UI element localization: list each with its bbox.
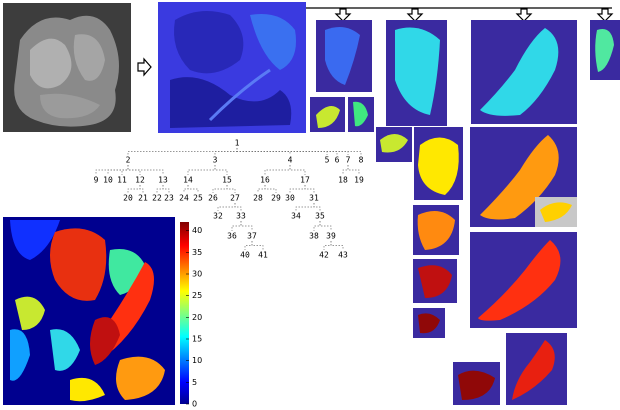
tree-edge xyxy=(215,148,237,155)
tree-edge xyxy=(215,165,227,175)
tree-edge xyxy=(163,185,169,193)
tree-edge xyxy=(314,221,320,231)
tree-edge xyxy=(258,185,265,193)
tree-edge xyxy=(128,165,163,175)
tree-edge xyxy=(331,241,343,250)
tree-node: 37 xyxy=(247,232,257,241)
tree-node: 21 xyxy=(138,194,148,203)
tree-edge xyxy=(128,185,140,193)
tree-node: 18 xyxy=(338,176,348,185)
tree-node: 35 xyxy=(315,212,325,221)
tree-edge xyxy=(188,185,198,193)
tree-edge xyxy=(324,241,331,250)
bracket xyxy=(306,8,612,21)
tree-node: 23 xyxy=(164,194,174,203)
arrow xyxy=(138,59,151,75)
tree-edge xyxy=(343,165,348,175)
tree-edge xyxy=(290,165,305,175)
tree-node: 8 xyxy=(359,156,364,165)
tree-node: 5 xyxy=(325,156,330,165)
colorbar-tick-label: 35 xyxy=(192,248,202,257)
tree-node: 40 xyxy=(240,251,250,260)
tree-node: 20 xyxy=(123,194,133,203)
tree-node: 42 xyxy=(319,251,329,260)
tree-edge xyxy=(245,241,252,250)
tree-edge xyxy=(108,165,128,175)
tree-edge xyxy=(237,148,361,155)
tree-edge xyxy=(188,165,215,175)
tree-node: 19 xyxy=(354,176,364,185)
tree-node: 2 xyxy=(126,156,131,165)
tree-edge xyxy=(213,185,227,193)
tree-edge xyxy=(157,185,163,193)
tree-node: 25 xyxy=(193,194,203,203)
tree-node: 15 xyxy=(222,176,232,185)
tree-node: 9 xyxy=(94,176,99,185)
tree-node: 10 xyxy=(103,176,113,185)
tree-edge xyxy=(235,203,241,211)
colorbar xyxy=(180,222,189,404)
colorbar-tick-label: 20 xyxy=(192,313,202,322)
tree-node: 36 xyxy=(227,232,237,241)
tree-edge xyxy=(184,185,188,193)
tree-node: 41 xyxy=(258,251,268,260)
tree-node: 32 xyxy=(213,212,223,221)
tree-node: 1 xyxy=(235,139,240,148)
tree-node: 3 xyxy=(213,156,218,165)
tree-node: 31 xyxy=(309,194,319,203)
tree-edge xyxy=(348,165,359,175)
tree-edge xyxy=(218,203,235,211)
tree-node: 33 xyxy=(236,212,246,221)
tree-edge xyxy=(140,185,143,193)
tree-node: 14 xyxy=(183,176,193,185)
tree-edge xyxy=(305,185,314,193)
tree-edge xyxy=(232,221,241,231)
tree-edge xyxy=(227,185,235,193)
colorbar-tick-label: 15 xyxy=(192,335,202,344)
colorbar-tick-label: 30 xyxy=(192,270,202,279)
tree-edge xyxy=(252,241,263,250)
input-render xyxy=(3,3,131,132)
tree-node: 26 xyxy=(208,194,218,203)
tree-node: 30 xyxy=(285,194,295,203)
tree-node: 12 xyxy=(135,176,145,185)
tree-node: 38 xyxy=(309,232,319,241)
tree-node: 6 xyxy=(335,156,340,165)
level-heatmap xyxy=(3,217,175,405)
tree-edge xyxy=(296,203,314,211)
colorbar-tick-label: 5 xyxy=(192,378,197,387)
tree-edge xyxy=(128,148,237,155)
tree-edge xyxy=(237,148,348,155)
tree-edge xyxy=(320,221,331,231)
tree-node: 24 xyxy=(179,194,189,203)
tree-edge xyxy=(290,185,305,193)
figure: 0510152025303540 12345678910111213141516… xyxy=(0,0,620,410)
colorbar-tick-label: 25 xyxy=(192,291,202,300)
tree-node: 43 xyxy=(338,251,348,260)
tree-node: 16 xyxy=(260,176,270,185)
segmentation-image xyxy=(158,2,306,133)
tree-node: 29 xyxy=(271,194,281,203)
tree-edge xyxy=(265,185,276,193)
tree-node: 28 xyxy=(253,194,263,203)
colorbar-tick-label: 10 xyxy=(192,356,202,365)
tree-node: 22 xyxy=(152,194,162,203)
tree-node: 34 xyxy=(291,212,301,221)
tree-node: 39 xyxy=(326,232,336,241)
tree-node: 17 xyxy=(300,176,310,185)
tree-node: 11 xyxy=(117,176,127,185)
tree-edge xyxy=(241,221,252,231)
tree-edge xyxy=(122,165,128,175)
tree-node: 4 xyxy=(288,156,293,165)
tree-node: 7 xyxy=(346,156,351,165)
tree-edge xyxy=(265,165,290,175)
segment-thumbnails xyxy=(310,20,620,405)
tree-node: 27 xyxy=(230,194,240,203)
colorbar-tick-label: 40 xyxy=(192,226,202,235)
tree-edge xyxy=(314,203,320,211)
colorbar-tick-label: 0 xyxy=(192,400,197,409)
tree-node: 13 xyxy=(158,176,168,185)
